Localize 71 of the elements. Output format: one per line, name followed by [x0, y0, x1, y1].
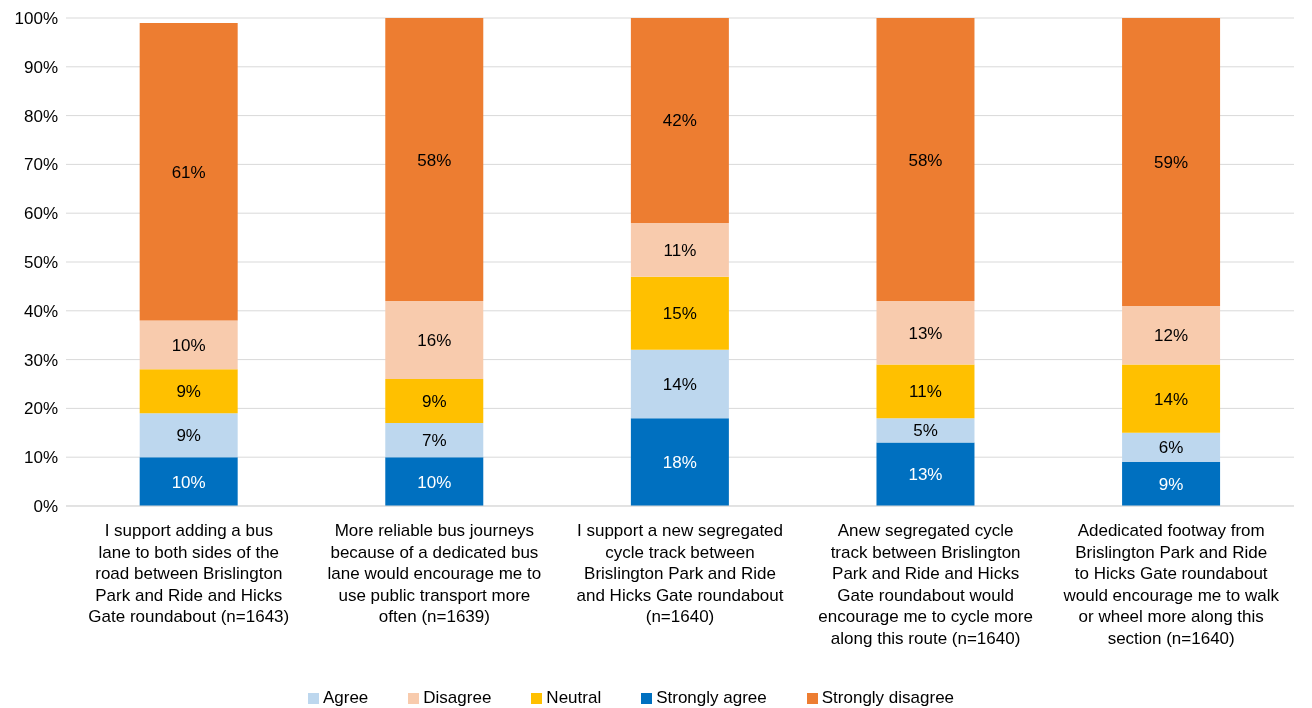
y-tick-label: 100%	[14, 9, 58, 29]
data-label: 11%	[663, 240, 697, 260]
bar	[385, 379, 484, 424]
data-label: 7%	[421, 431, 447, 451]
bar	[385, 423, 484, 458]
bar	[139, 320, 238, 370]
data-label: 10%	[417, 472, 452, 492]
bar	[876, 18, 975, 302]
x-tick-label: More reliable bus journeys because of a dedicated bus lane would encourage me to use public transport more often (n=1639)	[327, 521, 542, 626]
data-label: 9%	[176, 382, 201, 402]
bar	[630, 418, 729, 506]
legend-label: Strongly agree	[656, 688, 767, 707]
data-label: 9%	[176, 426, 201, 446]
bar	[876, 364, 975, 419]
data-label: 10%	[171, 472, 206, 492]
bar	[139, 369, 238, 414]
data-label: 13%	[908, 465, 943, 485]
y-tick-label: 60%	[23, 204, 58, 224]
data-label: 9%	[1158, 475, 1184, 495]
y-tick-label: 80%	[23, 106, 58, 126]
bar	[1122, 462, 1221, 506]
bar	[876, 418, 975, 443]
y-tick-label: 10%	[23, 448, 58, 468]
bar	[1122, 18, 1221, 306]
x-tick-label: Adedicated footway from Brislington Park and Ride to Hicks Gate roundabout would encourage me to walk or wheel more along this section (n=1640)	[1062, 521, 1280, 648]
bar	[630, 349, 729, 419]
x-tick-label: Anew segregated cycle track between Brislington Park and Ride and Hicks Gate roundabout would encourage me to cycle more along this route (n=1640)	[818, 521, 1033, 648]
data-label: 18%	[662, 453, 697, 473]
data-label: 6%	[1158, 438, 1184, 458]
bar	[876, 301, 975, 365]
data-label: 14%	[1154, 389, 1189, 409]
legend-label: Strongly disagree	[821, 688, 955, 707]
data-label: 58%	[417, 150, 452, 170]
x-tick-label: I support adding a bus lane to both sides of the road between Brislington Park and Ride and Hicks Gate roundabout (n=1643)	[88, 521, 290, 626]
data-label: 15%	[662, 304, 697, 324]
data-label: 14%	[662, 375, 697, 394]
bar	[876, 442, 975, 506]
data-label: 61%	[171, 162, 206, 182]
bar	[385, 18, 484, 302]
bar	[385, 301, 484, 380]
bar	[630, 18, 729, 223]
y-tick-label: 70%	[23, 155, 58, 175]
data-label: 58%	[908, 150, 943, 170]
legend-label: Disagree	[423, 688, 492, 707]
bar	[1122, 364, 1221, 433]
x-tick-label: I support a new segregated cycle track between Brislington Park and Ride and Hicks Gate roundabout (n=1640)	[576, 521, 784, 626]
bar	[630, 222, 729, 277]
bar	[139, 457, 238, 506]
y-tick-label: 90%	[23, 57, 58, 77]
y-tick-label: 30%	[23, 350, 58, 370]
bar	[1122, 432, 1221, 463]
bar	[1122, 305, 1221, 365]
y-tick-label: 0%	[33, 497, 58, 517]
data-label: 59%	[1154, 152, 1189, 172]
bar	[385, 457, 484, 506]
bar	[139, 413, 238, 458]
y-tick-label: 40%	[23, 301, 58, 321]
data-label: 5%	[913, 421, 938, 441]
bar	[630, 276, 729, 350]
data-label: 9%	[421, 392, 447, 412]
legend-label: Neutral	[546, 688, 602, 707]
data-label: 42%	[662, 111, 697, 131]
y-tick-label: 20%	[23, 399, 58, 419]
data-label: 12%	[1154, 326, 1189, 346]
bar	[139, 22, 238, 321]
data-label: 11%	[909, 382, 942, 402]
data-label: 16%	[417, 331, 452, 351]
legend-label: Agree	[322, 688, 369, 707]
data-label: 10%	[171, 335, 206, 355]
y-tick-label: 50%	[23, 253, 58, 273]
data-label: 13%	[908, 323, 943, 343]
